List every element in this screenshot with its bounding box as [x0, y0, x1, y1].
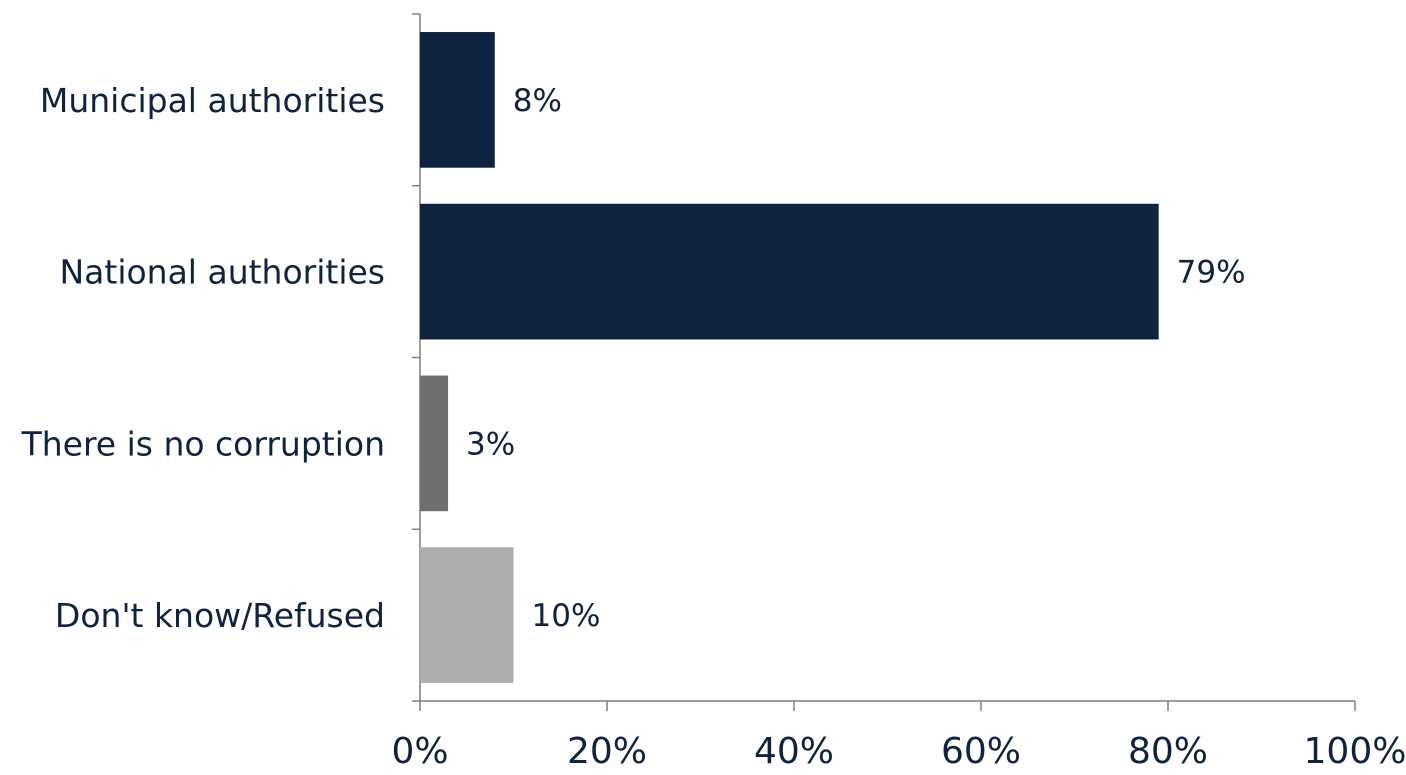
category-label: Municipal authorities: [40, 81, 385, 120]
bar-don-t-know-refused: [420, 547, 514, 683]
x-tick-labels: 0% 20% 40% 60% 80% 100%: [391, 731, 1406, 772]
x-tick-label: 80%: [1128, 731, 1208, 772]
x-tick-label: 0%: [391, 731, 448, 772]
category-label: National authorities: [59, 253, 385, 292]
bar-municipal-authorities: [420, 32, 495, 168]
x-tick-label: 40%: [754, 731, 834, 772]
category-label: There is no corruption: [21, 424, 385, 463]
bar-national-authorities: [420, 203, 1159, 340]
x-tick-label: 60%: [941, 731, 1021, 772]
data-label: 8%: [513, 83, 562, 119]
data-label: 79%: [1177, 255, 1246, 291]
y-axis-ticks: [412, 13, 420, 702]
category-labels: Municipal authorities National authoritie…: [21, 81, 385, 635]
data-label: 10%: [532, 598, 601, 634]
data-labels: 8% 79% 3% 10%: [466, 83, 1246, 634]
bar-there-is-no-corruption: [420, 375, 449, 512]
x-tick-label: 20%: [567, 731, 647, 772]
data-label: 3%: [466, 426, 515, 462]
category-label: Don't know/Refused: [55, 596, 385, 635]
bars-group: [420, 32, 1159, 683]
x-axis-ticks: [419, 701, 1356, 711]
x-tick-label: 100%: [1304, 731, 1406, 772]
